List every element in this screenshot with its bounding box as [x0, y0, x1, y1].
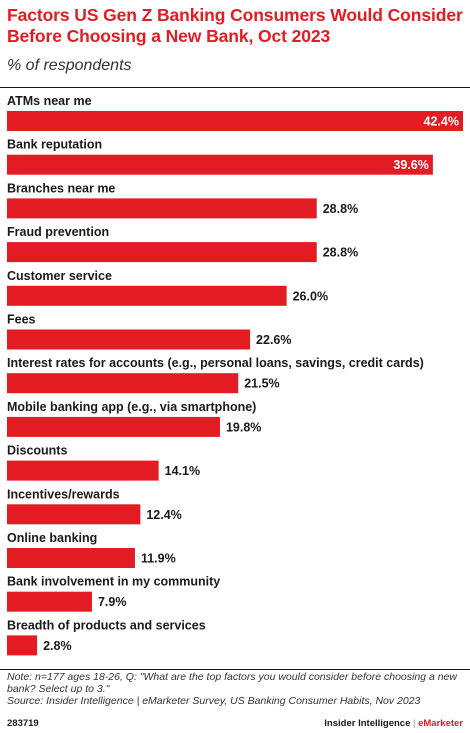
value-label: 26.0%	[293, 289, 328, 303]
bar	[7, 329, 251, 350]
top-divider	[0, 87, 470, 88]
value-label: 11.9%	[141, 552, 176, 566]
brand-product: eMarketer	[418, 718, 463, 729]
chart-id: 283719	[7, 718, 39, 729]
chart-title: Factors US Gen Z Banking Consumers Would…	[7, 5, 463, 46]
brand-footer: Insider Intelligence | eMarketer	[324, 718, 463, 729]
footnote: Note: n=177 ages 18-26, Q: "What are the…	[7, 671, 465, 707]
bar	[7, 373, 239, 394]
bar	[7, 591, 92, 612]
bar-row: Breadth of products and services 2.8%	[7, 618, 206, 656]
bar	[7, 635, 38, 656]
note-text: Note: n=177 ages 18-26, Q: "What are the…	[7, 671, 457, 695]
brand-company: Insider Intelligence	[324, 718, 411, 729]
bar-row: Bank reputation 39.6%	[7, 138, 433, 175]
value-label: 19.8%	[226, 420, 261, 434]
source-text: Source: Insider Intelligence | eMarketer…	[7, 695, 421, 707]
value-label: 22.6%	[256, 333, 291, 347]
category-label: Branches near me	[7, 181, 115, 195]
value-label: 28.8%	[323, 246, 358, 260]
bar-row: Customer service 26.0%	[7, 269, 328, 306]
bar	[7, 111, 463, 131]
value-label: 2.8%	[43, 639, 71, 653]
category-label: Online banking	[7, 531, 97, 545]
brand-separator: |	[413, 718, 416, 729]
category-label: Bank involvement in my community	[7, 575, 220, 589]
category-label: Bank reputation	[7, 138, 102, 152]
value-label: 28.8%	[323, 202, 358, 216]
category-label: Discounts	[7, 444, 67, 458]
bar	[7, 198, 317, 219]
bar	[7, 242, 317, 263]
value-label: 14.1%	[165, 464, 200, 478]
value-label: 42.4%	[424, 115, 459, 129]
category-label: Mobile banking app (e.g., via smartphone…	[7, 400, 256, 414]
bar	[7, 154, 433, 175]
value-label: 21.5%	[244, 377, 279, 391]
category-label: Customer service	[7, 269, 112, 283]
bar-row: Branches near me 28.8%	[7, 181, 358, 219]
bar-row: Bank involvement in my community 7.9%	[7, 575, 220, 612]
bar-row: Fraud prevention 28.8%	[7, 225, 358, 263]
value-label: 39.6%	[393, 158, 428, 172]
category-label: Fees	[7, 313, 36, 327]
bar-row: Discounts 14.1%	[7, 444, 200, 481]
category-label: Breadth of products and services	[7, 618, 206, 632]
bar	[7, 504, 141, 525]
bar-row: Mobile banking app (e.g., via smartphone…	[7, 400, 261, 437]
bar	[7, 416, 220, 437]
value-label: 7.9%	[98, 595, 127, 609]
bar	[7, 460, 159, 481]
category-label: ATMs near me	[7, 94, 92, 108]
value-label: 12.4%	[146, 508, 181, 522]
bottom-divider	[0, 669, 470, 670]
category-label: Fraud prevention	[7, 225, 109, 239]
category-label: Incentives/rewards	[7, 487, 120, 501]
bar-row: Incentives/rewards 12.4%	[7, 487, 182, 525]
bar	[7, 285, 287, 306]
bar-row: Interest rates for accounts (e.g., perso…	[7, 356, 424, 394]
bar-row: Fees 22.6%	[7, 313, 292, 350]
bar-chart: ATMs near me 42.4% Bank reputation 39.6% Bra…	[7, 94, 463, 656]
bar	[7, 548, 135, 568]
bar-row: ATMs near me 42.4%	[7, 94, 463, 131]
chart-subtitle: % of respondents	[7, 57, 132, 74]
category-label: Interest rates for accounts (e.g., perso…	[7, 356, 424, 370]
bar-row: Online banking 11.9%	[7, 531, 176, 568]
